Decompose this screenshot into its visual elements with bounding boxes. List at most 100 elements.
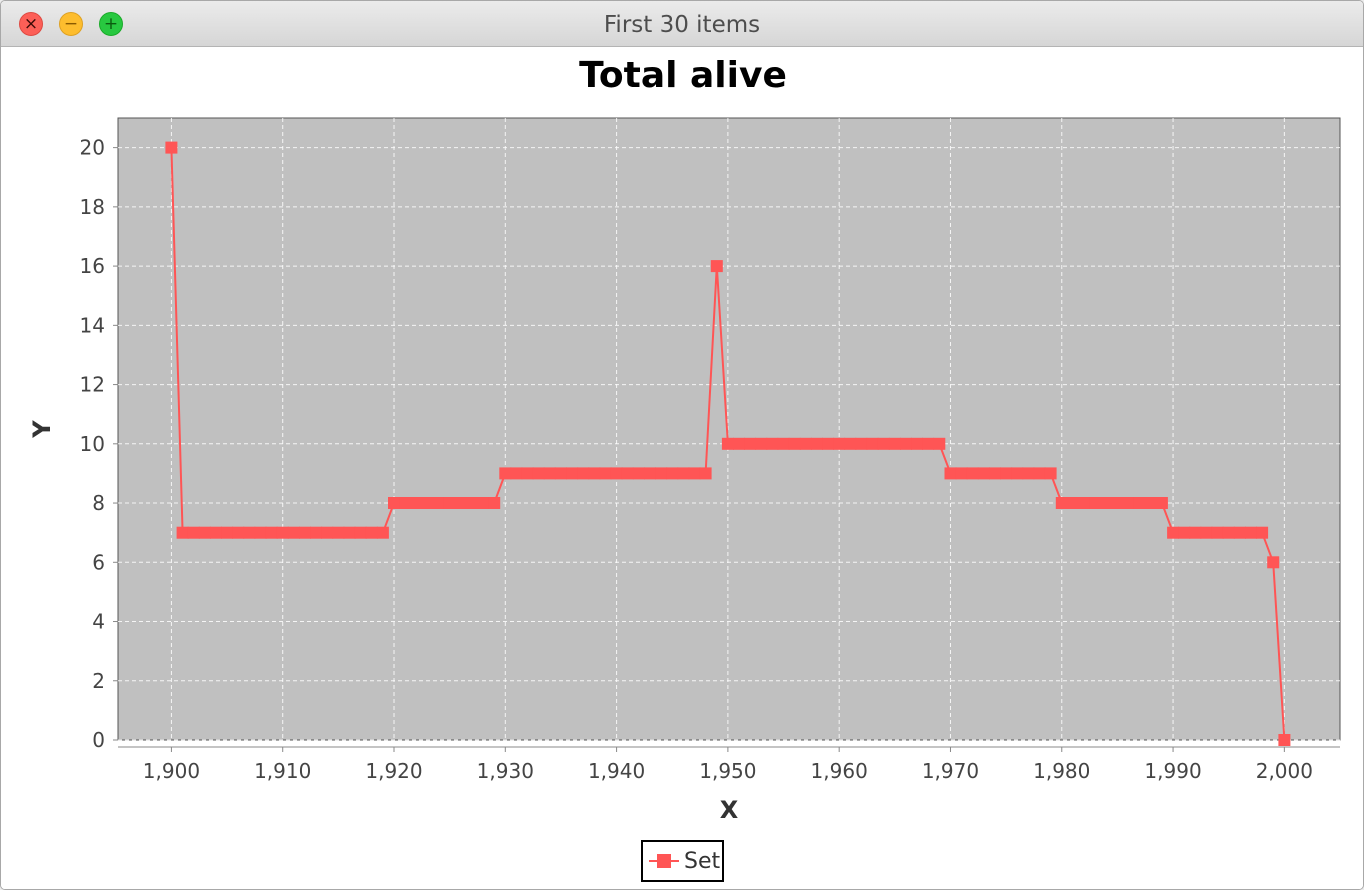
- data-point: [1222, 526, 1235, 539]
- data-point: [321, 526, 334, 539]
- data-point: [1245, 526, 1257, 539]
- data-point: [1066, 497, 1079, 509]
- data-point: [777, 437, 790, 450]
- data-point: [198, 526, 211, 539]
- data-point: [577, 467, 590, 480]
- data-point: [421, 497, 434, 509]
- data-point: [477, 497, 489, 509]
- x-tick-label: 1,980: [1033, 759, 1090, 783]
- data-point: [299, 526, 311, 539]
- chart-legend: Set: [641, 840, 724, 882]
- data-point: [543, 467, 556, 480]
- data-point: [1022, 467, 1035, 480]
- y-tick-label: 12: [80, 373, 105, 397]
- line-chart: Total alive X Y 1,900 1,910 1,920 1,930 1,94…: [28, 55, 1341, 824]
- data-point: [677, 467, 690, 480]
- data-point: [265, 526, 278, 539]
- data-point: [488, 497, 501, 509]
- x-tick-label: 1,920: [365, 759, 422, 783]
- data-point: [1044, 467, 1057, 480]
- data-point: [187, 526, 200, 539]
- data-point: [655, 467, 668, 480]
- data-point: [888, 437, 901, 450]
- data-point: [721, 437, 734, 450]
- data-point: [1233, 526, 1246, 539]
- data-point: [399, 497, 412, 509]
- x-tick-label: 2,000: [1256, 759, 1313, 783]
- y-tick-label: 4: [92, 610, 105, 634]
- data-point: [454, 497, 467, 509]
- x-tick-label: 1,900: [143, 759, 200, 783]
- data-point: [232, 526, 245, 539]
- data-point: [332, 526, 345, 539]
- data-point: [376, 526, 389, 539]
- data-point: [977, 467, 990, 480]
- x-tick-label: 1,950: [699, 759, 756, 783]
- data-point: [1256, 526, 1269, 539]
- data-point: [365, 526, 378, 539]
- legend-swatch-icon: [649, 853, 679, 869]
- data-point: [632, 467, 645, 480]
- data-point: [1100, 497, 1113, 509]
- data-point: [699, 467, 712, 480]
- data-point: [165, 141, 178, 154]
- data-point: [465, 497, 478, 509]
- minimize-window-button[interactable]: −: [59, 12, 83, 36]
- data-point: [822, 437, 835, 450]
- data-point: [922, 437, 935, 450]
- close-window-button[interactable]: ×: [19, 12, 43, 36]
- minimize-icon: −: [63, 13, 79, 34]
- data-point: [833, 437, 846, 450]
- y-tick-label: 0: [92, 728, 105, 752]
- data-point: [588, 467, 601, 480]
- y-tick-label: 14: [80, 313, 105, 337]
- data-point: [955, 467, 968, 480]
- data-point: [1122, 497, 1135, 509]
- data-point: [276, 526, 289, 539]
- data-point: [855, 437, 868, 450]
- x-tick-label: 1,990: [1144, 759, 1201, 783]
- data-point: [410, 497, 423, 509]
- data-point: [499, 467, 512, 480]
- data-point: [566, 467, 579, 480]
- chart-title: Total alive: [579, 55, 787, 96]
- data-point: [1078, 497, 1090, 509]
- x-tick-label: 1,970: [922, 759, 979, 783]
- data-point: [666, 467, 679, 480]
- data-point: [866, 437, 879, 450]
- data-point: [1055, 497, 1068, 509]
- data-point: [1000, 467, 1013, 480]
- data-point: [710, 260, 723, 273]
- x-tick-label: 1,940: [588, 759, 645, 783]
- y-tick-label: 20: [80, 136, 105, 160]
- maximize-icon: +: [103, 13, 119, 34]
- data-point: [1167, 526, 1180, 539]
- data-point: [644, 467, 656, 480]
- data-point: [766, 437, 779, 450]
- data-point: [432, 497, 445, 509]
- data-point: [877, 437, 890, 450]
- maximize-window-button[interactable]: +: [99, 12, 123, 36]
- data-point: [1089, 497, 1102, 509]
- data-point: [1133, 497, 1146, 509]
- data-point: [1144, 497, 1157, 509]
- data-point: [443, 497, 456, 509]
- data-point: [966, 467, 979, 480]
- data-point: [521, 467, 534, 480]
- data-point: [1033, 467, 1046, 480]
- y-axis-label: Y: [28, 420, 56, 439]
- data-point: [310, 526, 323, 539]
- data-point: [610, 467, 623, 480]
- data-point: [510, 467, 523, 480]
- data-point: [343, 526, 356, 539]
- data-point: [688, 467, 701, 480]
- data-point: [221, 526, 234, 539]
- y-tick-label: 10: [80, 432, 105, 456]
- data-point: [621, 467, 634, 480]
- data-point: [810, 437, 823, 450]
- y-tick-label: 16: [80, 254, 105, 278]
- title-bar[interactable]: × − + First 30 items: [1, 1, 1363, 47]
- data-point: [388, 497, 400, 509]
- data-point: [176, 526, 189, 539]
